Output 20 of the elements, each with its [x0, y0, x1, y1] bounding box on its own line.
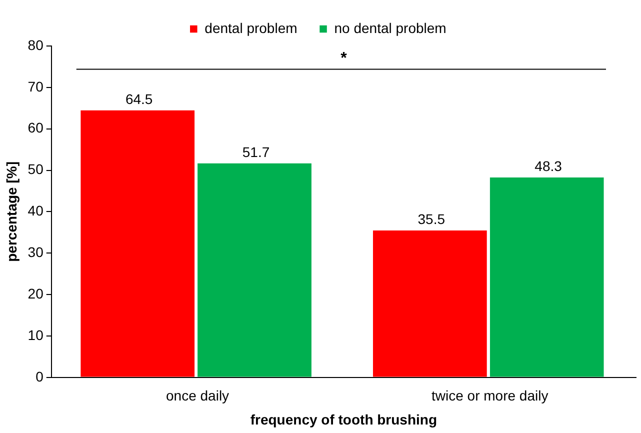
y-tick-label: 80	[28, 36, 44, 53]
ref-line-label: *	[340, 50, 348, 68]
y-tick-label: 30	[28, 244, 44, 260]
data-label: 64.5	[125, 91, 153, 108]
x-axis-title: frequency of tooth brushing	[250, 411, 438, 428]
y-axis-title: percentage [%]	[3, 162, 20, 262]
x-tick-label: once daily	[166, 388, 230, 404]
y-tick-label: 40	[28, 202, 44, 219]
y-tick-label: 70	[28, 78, 44, 94]
legend-label: no dental problem	[334, 20, 446, 36]
legend-label: dental problem	[204, 20, 298, 36]
y-tick-label: 60	[28, 120, 44, 136]
data-label: 51.7	[242, 144, 270, 160]
data-label: 48.3	[534, 158, 562, 174]
y-tick-label: 0	[36, 368, 44, 384]
y-tick-label: 10	[28, 326, 44, 343]
y-tick-label: 50	[28, 161, 44, 178]
y-tick-label: 20	[28, 285, 44, 302]
data-label: 35.5	[418, 211, 446, 228]
x-tick-label: twice or more daily	[431, 388, 548, 404]
